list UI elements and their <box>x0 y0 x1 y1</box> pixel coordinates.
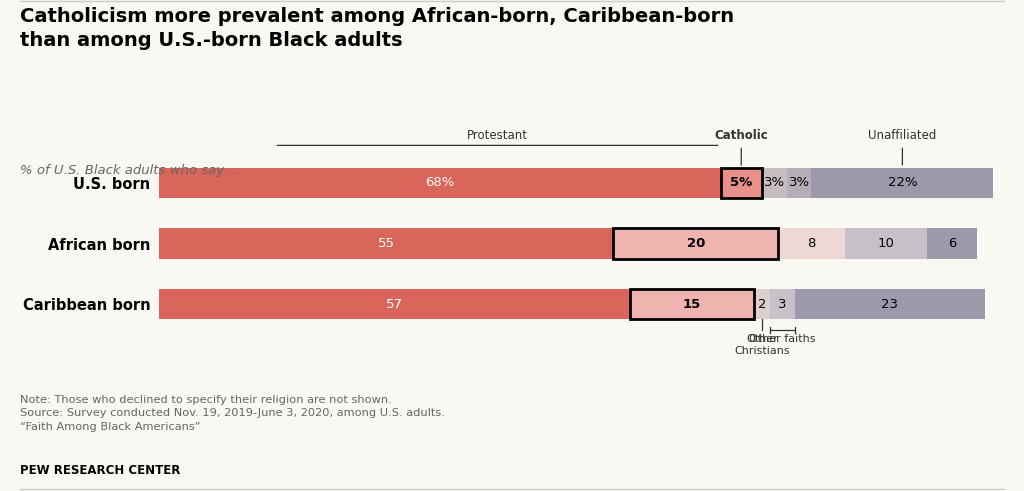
Bar <box>613 228 778 259</box>
Bar <box>786 168 811 198</box>
Bar <box>754 289 770 320</box>
Text: 10: 10 <box>878 237 894 250</box>
Text: 55: 55 <box>378 237 394 250</box>
Text: 68%: 68% <box>425 176 455 190</box>
Text: Other
Christians: Other Christians <box>734 334 790 355</box>
Text: 6: 6 <box>948 237 956 250</box>
Bar <box>721 168 762 198</box>
Bar <box>630 289 754 320</box>
Bar <box>159 289 630 320</box>
Text: PEW RESEARCH CENTER: PEW RESEARCH CENTER <box>20 464 181 477</box>
Text: Other faiths: Other faiths <box>750 334 816 344</box>
Text: 3%: 3% <box>788 176 810 190</box>
Text: 2: 2 <box>758 298 766 311</box>
Text: 57: 57 <box>386 298 402 311</box>
Text: 3%: 3% <box>764 176 784 190</box>
Text: Catholicism more prevalent among African-born, Caribbean-born
than among U.S.-bo: Catholicism more prevalent among African… <box>20 7 734 50</box>
Text: 5%: 5% <box>730 176 753 190</box>
Text: Unaffiliated: Unaffiliated <box>868 129 937 142</box>
Text: Note: Those who declined to specify their religion are not shown.
Source: Survey: Note: Those who declined to specify thei… <box>20 395 445 432</box>
Text: 22%: 22% <box>888 176 918 190</box>
Text: 20: 20 <box>687 237 705 250</box>
Text: 8: 8 <box>807 237 816 250</box>
Bar <box>795 289 985 320</box>
Bar <box>811 168 993 198</box>
Text: 15: 15 <box>683 298 700 311</box>
Bar <box>613 228 778 259</box>
Bar <box>762 168 786 198</box>
Text: 23: 23 <box>882 298 898 311</box>
Bar <box>770 289 795 320</box>
Bar <box>778 228 845 259</box>
Bar <box>159 168 721 198</box>
Text: Catholic: Catholic <box>715 129 768 142</box>
Bar <box>159 228 613 259</box>
Bar <box>630 289 754 320</box>
Bar <box>721 168 762 198</box>
Text: 3: 3 <box>778 298 786 311</box>
Text: Protestant: Protestant <box>467 129 528 142</box>
Bar <box>845 228 927 259</box>
Text: % of U.S. Black adults who say ...: % of U.S. Black adults who say ... <box>20 164 242 177</box>
Bar <box>927 228 977 259</box>
